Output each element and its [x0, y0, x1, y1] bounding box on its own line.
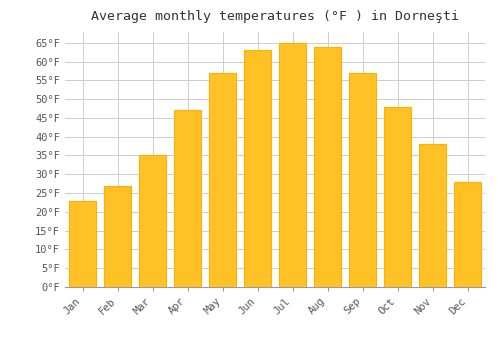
Bar: [174, 110, 201, 287]
Bar: [454, 182, 480, 287]
Bar: [70, 201, 96, 287]
Bar: [104, 186, 130, 287]
Bar: [384, 107, 410, 287]
Bar: [280, 43, 305, 287]
Bar: [314, 47, 340, 287]
Bar: [420, 144, 446, 287]
Bar: [140, 155, 166, 287]
Bar: [350, 73, 376, 287]
Bar: [210, 73, 236, 287]
Bar: [244, 50, 270, 287]
Title: Average monthly temperatures (°F ) in Dorneşti: Average monthly temperatures (°F ) in Do…: [91, 10, 459, 23]
